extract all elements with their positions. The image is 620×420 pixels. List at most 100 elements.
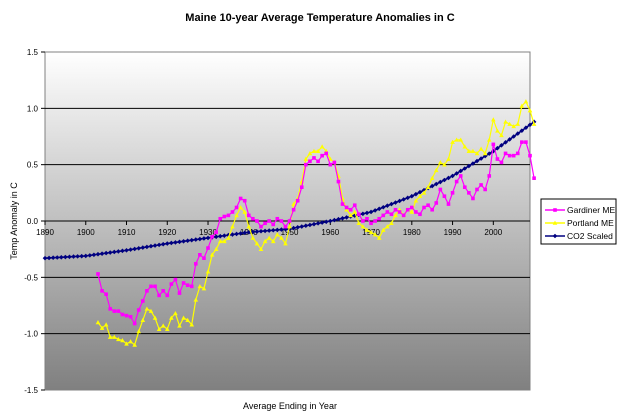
co2-scaled-point [50,255,56,261]
co2-scaled-point [409,193,415,199]
x-tick-label: 1960 [321,228,339,237]
gardiner-me-point [361,219,365,223]
gardiner-me-point [234,205,239,210]
gardiner-me-point [149,284,153,289]
co2-scaled-point [173,240,178,245]
portland-me-point [132,342,137,347]
gardiner-me-point [348,207,353,212]
portland-me-point [454,137,459,142]
co2-scaled-point [124,247,129,253]
chart-title: Maine 10-year Average Temperature Anomal… [185,12,454,24]
portland-me-point [242,209,248,214]
co2-scaled-point [270,227,276,233]
co2-scaled-point [344,215,349,220]
portland-me-point [270,238,276,244]
gardiner-me-point [124,313,129,318]
portland-me-point [111,334,117,339]
portland-me-point [499,132,504,138]
co2-scaled-point [99,251,105,256]
gardiner-me-point [312,156,316,160]
gardiner-me-point [324,151,329,156]
y-tick-label: -0.5 [24,273,38,282]
co2-scaled-point [205,235,211,241]
portland-me-point [279,235,284,240]
co2-scaled-point [458,168,464,174]
gardiner-me-point [128,314,133,319]
gardiner-me-point [442,194,447,199]
co2-scaled-point [87,253,93,258]
gardiner-me-point [344,205,349,210]
co2-scaled-point [478,156,484,161]
co2-scaled-point [372,208,378,213]
portland-me-point [189,322,195,327]
gardiner-me-point [450,191,455,195]
co2-scaled-point [315,221,321,226]
co2-scaled-point [262,228,268,234]
legend-entry-gardiner-me: Gardiner ME [545,205,616,215]
gardiner-me-point [263,221,267,226]
co2-scaled-point [83,253,89,259]
portland-me-point [140,317,146,322]
portland-me-point [222,238,227,244]
co2-scaled-point [266,228,272,233]
gardiner-me-point [206,246,210,250]
gardiner-me-point [426,203,430,208]
portland-me-point [95,320,101,325]
portland-me-point [360,224,366,229]
co2-scaled-point [169,240,174,246]
co2-scaled-point [140,245,146,250]
portland-me-point [466,148,472,153]
portland-me-point [438,160,443,165]
co2-scaled-point [332,217,337,223]
co2-scaled-point [393,200,398,205]
portland-me-point [99,325,105,330]
gardiner-me-point [226,213,231,218]
gardiner-me-point [295,198,300,203]
gardiner-me-point [136,308,141,312]
co2-scaled-point [222,233,227,238]
co2-scaled-point [132,246,137,252]
portland-me-point [307,151,313,156]
portland-me-point [205,269,211,274]
portland-me-point [344,207,349,212]
gardiner-me-point [462,185,467,189]
gardiner-me-point [299,185,304,189]
co2-scaled-point [160,241,166,247]
co2-scaled-point [46,255,52,261]
x-tick-label: 1890 [36,228,54,237]
co2-scaled-point [417,189,423,195]
portland-me-point [368,229,374,235]
portland-me-point [348,212,353,218]
portland-me-point [385,224,390,229]
portland-me-point [364,227,370,232]
portland-me-point [429,175,435,180]
gardiner-me-point [214,230,218,235]
portland-me-point [160,323,166,328]
portland-me-point [197,283,203,289]
portland-me-point [519,103,525,108]
gardiner-me-point [528,153,532,158]
co2-scaled-point [299,224,305,229]
co2-scaled-point [446,175,451,181]
gardiner-me-point [373,219,377,223]
portland-me-point [389,220,394,226]
co2-scaled-point [433,181,439,187]
x-tick-label: 1950 [281,228,299,237]
portland-me-point [181,315,186,320]
gardiner-me-point [242,198,247,203]
gardiner-me-point [320,153,324,158]
gardiner-me-point [316,159,320,164]
gardiner-me-point [405,207,410,212]
gardiner-me-point [385,210,390,214]
co2-scaled-point [152,243,158,248]
gardiner-me-point [507,153,512,158]
x-tick-label: 1990 [444,228,462,237]
portland-me-point [266,235,272,240]
co2-scaled-point [474,158,480,164]
portland-me-point [319,144,325,149]
gardiner-me-point [483,187,487,192]
gardiner-me-point [410,205,414,210]
co2-scaled-point [450,173,455,179]
portland-me-point [486,137,492,142]
